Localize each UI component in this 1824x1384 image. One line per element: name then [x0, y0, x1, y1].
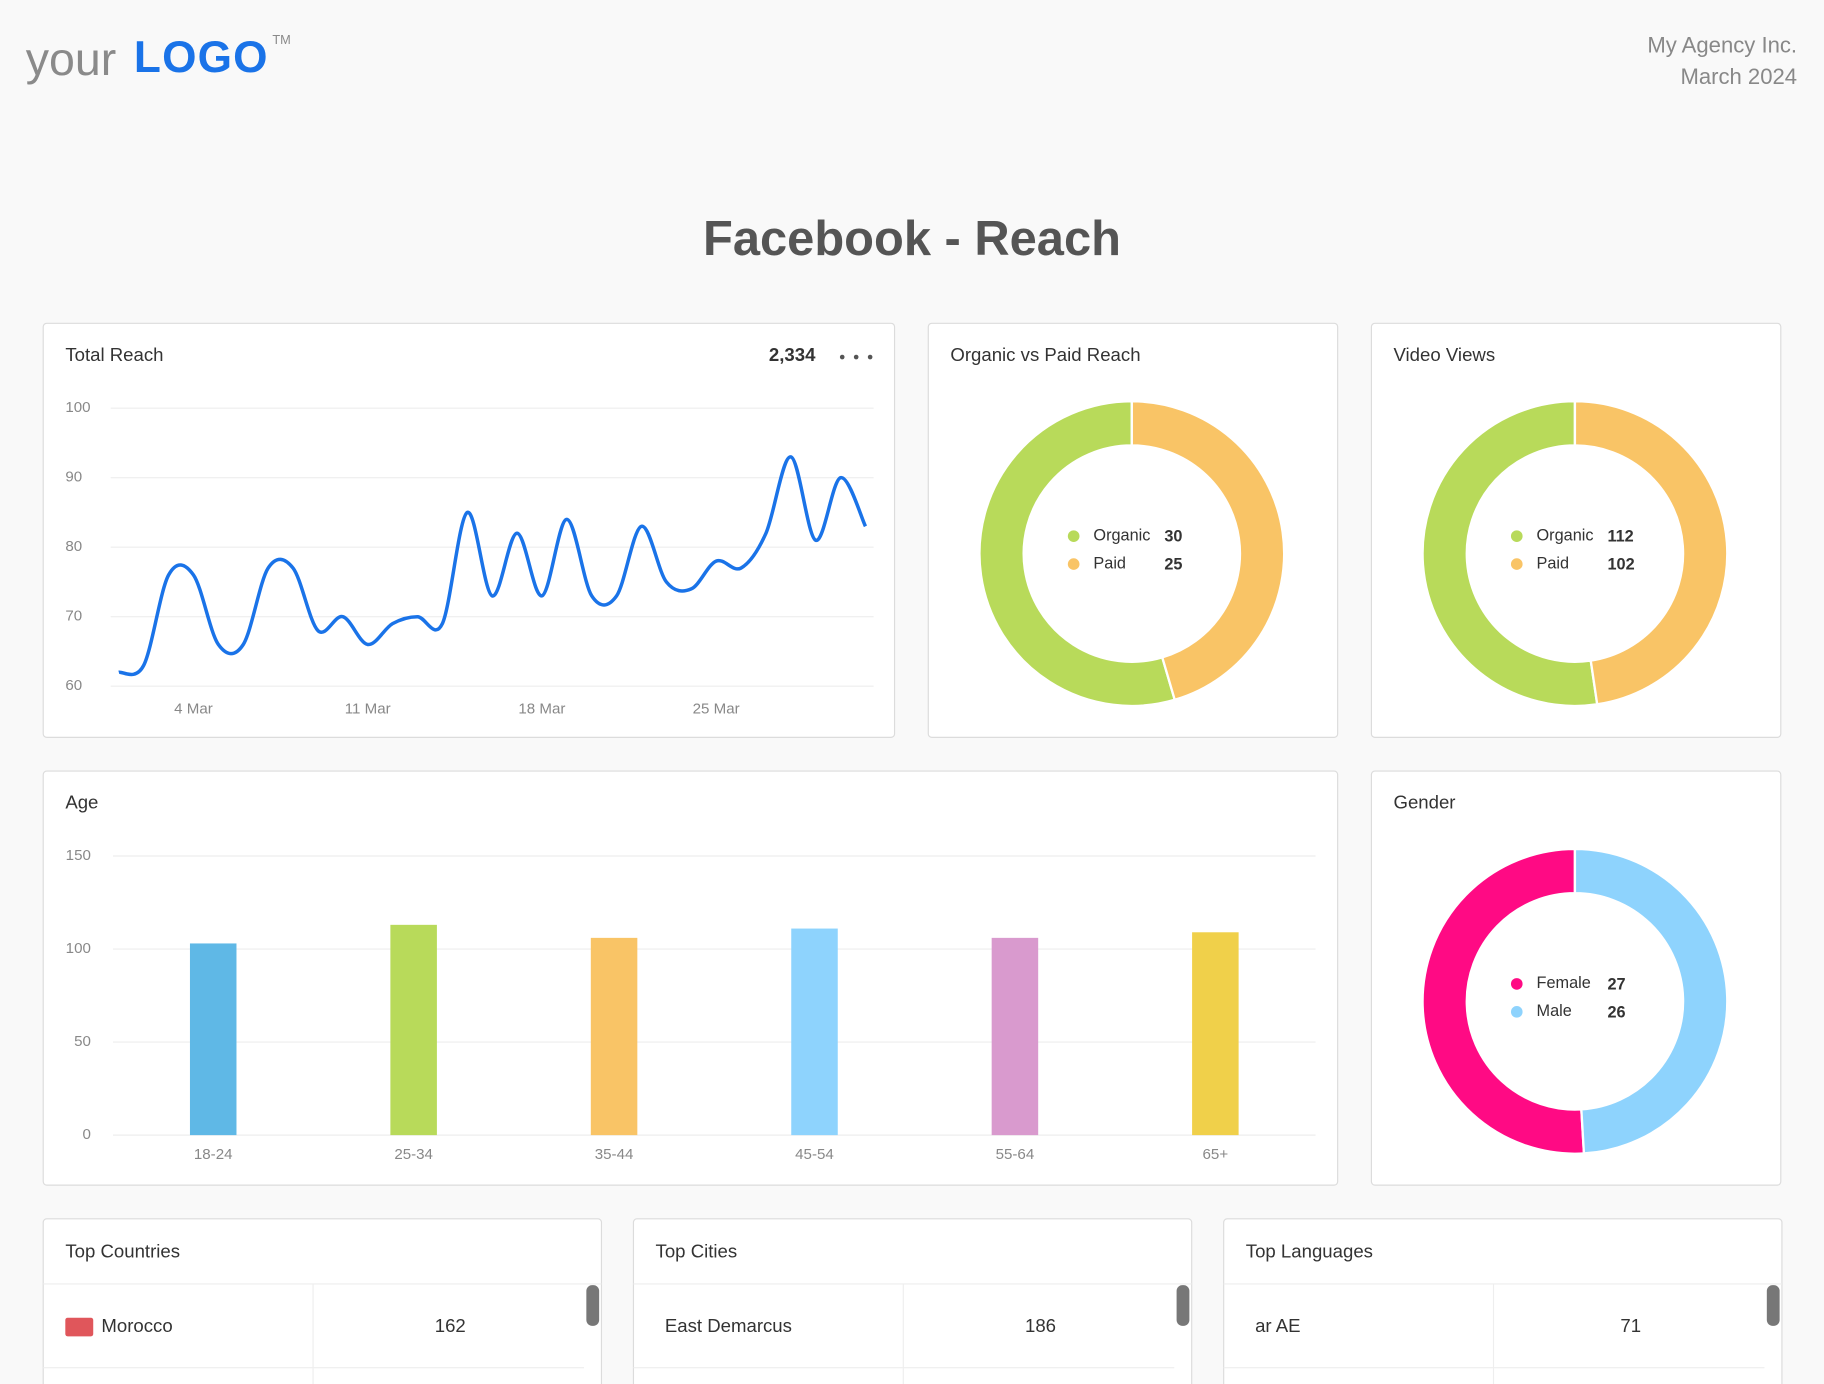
scrollbar[interactable]: [1766, 1285, 1780, 1326]
legend-dot: [1510, 558, 1523, 570]
y-tick-label: 90: [65, 469, 82, 486]
scrollbar[interactable]: [586, 1285, 600, 1326]
menu-dot[interactable]: [839, 354, 845, 360]
donut-slice: [1573, 847, 1729, 1155]
card: [1223, 1218, 1783, 1384]
legend-value: 112: [1607, 528, 1633, 546]
donut-slice: [1573, 400, 1729, 706]
line: [118, 455, 868, 677]
legend-dot: [1510, 1006, 1523, 1018]
x-tick-label: 25 Mar: [693, 700, 740, 717]
bar: [590, 937, 638, 1136]
legend-value: 30: [1164, 528, 1182, 546]
card-title: Top Cities: [656, 1240, 738, 1261]
card: [42, 1218, 603, 1384]
legend-value: 25: [1164, 556, 1182, 574]
menu-dot[interactable]: [867, 354, 873, 360]
legend-value: 102: [1607, 556, 1634, 574]
card: [42, 770, 1339, 1186]
table-cell: 71: [1620, 1315, 1641, 1336]
table-cell: 186: [1025, 1315, 1056, 1336]
donut-slice: [1421, 847, 1586, 1155]
agency-name: My Agency Inc.: [1647, 32, 1797, 57]
bar: [1192, 932, 1239, 1136]
logo-text: your: [26, 33, 116, 85]
y-tick-label: 60: [65, 677, 82, 694]
legend-label: Female: [1537, 974, 1591, 992]
card-title: Video Views: [1393, 344, 1495, 365]
x-tick-label: 4 Mar: [174, 700, 213, 717]
x-tick-label: 25-34: [394, 1146, 433, 1163]
card-title: Top Languages: [1246, 1240, 1373, 1261]
legend-dot: [1510, 530, 1523, 542]
donut-slice: [978, 400, 1177, 708]
card-title: Top Countries: [65, 1240, 180, 1261]
card-title: Age: [65, 792, 98, 813]
menu-dot[interactable]: [853, 354, 859, 360]
y-tick-label: 150: [66, 847, 91, 864]
legend-value: 26: [1607, 1003, 1625, 1021]
donut-slice: [1130, 400, 1286, 702]
x-tick-label: 45-54: [795, 1146, 834, 1163]
table-cell: Morocco: [101, 1315, 172, 1336]
x-tick-label: 18 Mar: [518, 700, 565, 717]
y-tick-label: 70: [65, 608, 82, 625]
donut-slice: [1421, 400, 1599, 708]
bar: [189, 943, 237, 1136]
card-title: Total Reach: [65, 344, 163, 365]
x-tick-label: 55-64: [996, 1146, 1035, 1163]
card-title: Gender: [1393, 792, 1455, 813]
card: [42, 322, 896, 738]
table-cell: ar AE: [1255, 1315, 1300, 1336]
scrollbar[interactable]: [1176, 1285, 1190, 1326]
x-tick-label: 65+: [1203, 1146, 1229, 1163]
y-tick-label: 100: [66, 940, 91, 957]
legend-label: Paid: [1093, 554, 1126, 572]
x-tick-label: 18-24: [194, 1146, 233, 1163]
bar: [991, 937, 1039, 1136]
bar: [390, 924, 437, 1136]
legend-dot: [1510, 978, 1523, 990]
flag-icon: [65, 1317, 94, 1337]
report-date: March 2024: [1680, 64, 1797, 89]
y-tick-label: 80: [65, 538, 82, 555]
page-title: Facebook - Reach: [703, 212, 1121, 266]
legend-label: Organic: [1093, 526, 1150, 544]
legend-label: Organic: [1537, 526, 1594, 544]
x-tick-label: 35-44: [595, 1146, 634, 1163]
legend-label: Male: [1537, 1002, 1572, 1020]
card-title: Organic vs Paid Reach: [950, 344, 1140, 365]
total-value: 2,334: [769, 344, 816, 365]
legend-dot: [1067, 558, 1080, 570]
legend-dot: [1067, 530, 1080, 542]
table-cell: East Demarcus: [665, 1315, 792, 1336]
bar: [791, 928, 838, 1136]
x-tick-label: 11 Mar: [345, 700, 391, 717]
logo-tm: TM: [272, 32, 290, 47]
table-cell: 162: [435, 1315, 466, 1336]
legend-value: 27: [1607, 975, 1625, 993]
y-tick-label: 100: [65, 399, 90, 416]
y-tick-label: 50: [74, 1033, 91, 1050]
y-tick-label: 0: [82, 1126, 90, 1143]
logo-text: LOGO: [134, 33, 269, 82]
card: [632, 1218, 1193, 1384]
legend-label: Paid: [1537, 554, 1570, 572]
